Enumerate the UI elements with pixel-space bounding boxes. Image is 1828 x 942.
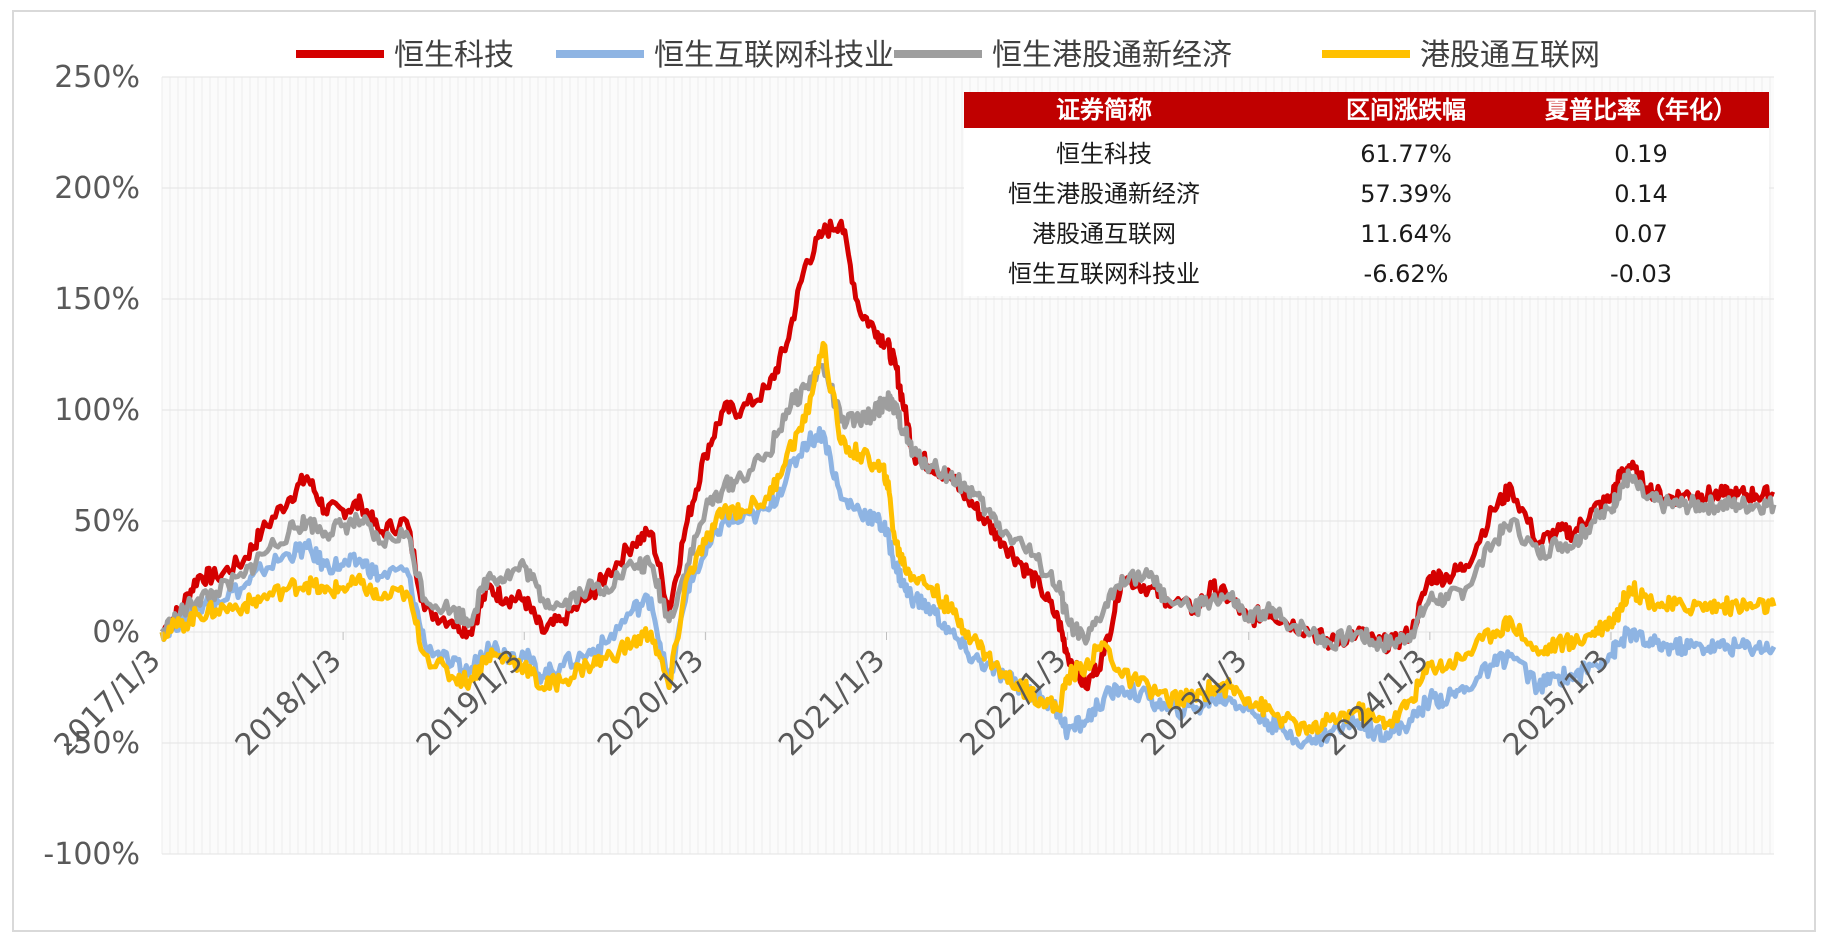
y-tick-label: 50% — [73, 504, 140, 539]
table-header-cell: 证券简称 — [1056, 96, 1152, 124]
table-cell: 恒生港股通新经济 — [1008, 180, 1200, 208]
line-chart: 250%200%150%100%50%0%-50%-100% 2017/1/3 2… — [43, 38, 1777, 872]
table-cell: 0.14 — [1614, 180, 1667, 208]
y-tick-label: 100% — [54, 393, 140, 428]
table-cell: 港股通互联网 — [1032, 220, 1176, 248]
y-tick-label: 150% — [54, 282, 140, 317]
table-cell: 恒生科技 — [1056, 140, 1152, 168]
y-tick-label: -100% — [43, 837, 140, 872]
table-header-cell: 夏普比率（年化） — [1545, 96, 1737, 124]
y-tick-label: 0% — [92, 615, 140, 650]
chart-frame: 250% 200% 150% 100% 50% 0% -50% -100% 2017/1/3 2… — [12, 10, 1816, 932]
series-lines — [159, 218, 1777, 750]
y-tick-label: 200% — [54, 171, 140, 206]
table-cell: 恒生互联网科技业 — [1008, 260, 1200, 288]
legend-label: 恒生互联网科技业 — [654, 38, 894, 73]
series-line-2 — [160, 363, 1777, 654]
table-cell: -0.03 — [1610, 260, 1672, 288]
table-cell: 0.07 — [1614, 220, 1667, 248]
table-body — [964, 128, 1769, 296]
series-line-1 — [159, 426, 1777, 750]
table-header — [964, 92, 1769, 128]
table-cell: 57.39% — [1360, 180, 1452, 208]
y-axis: 250% 200% 150% 100% 50% 0% -50% -100% — [43, 60, 140, 872]
table-cell: 11.64% — [1360, 220, 1452, 248]
summary-table: 证券简称 区间涨跌幅 夏普比率（年化） 恒生科技 61.77% 0.19 恒生港股通新经济 5… — [964, 92, 1769, 296]
legend-label: 恒生港股通新经济 — [992, 38, 1232, 73]
series-line-3 — [159, 340, 1777, 737]
legend: 恒生科技 恒生互联网科技业 恒生港股通新经济 港股通互联网 — [296, 38, 1600, 73]
table-cell: 61.77% — [1360, 140, 1452, 168]
y-tick-label: -50% — [62, 726, 140, 761]
y-tick-label: 250% — [54, 60, 140, 95]
table-header-cell: 区间涨跌幅 — [1346, 96, 1466, 124]
table-cell: -6.62% — [1364, 260, 1449, 288]
legend-label: 港股通互联网 — [1420, 38, 1600, 73]
legend-label: 恒生科技 — [394, 38, 514, 73]
table-cell: 0.19 — [1614, 140, 1667, 168]
